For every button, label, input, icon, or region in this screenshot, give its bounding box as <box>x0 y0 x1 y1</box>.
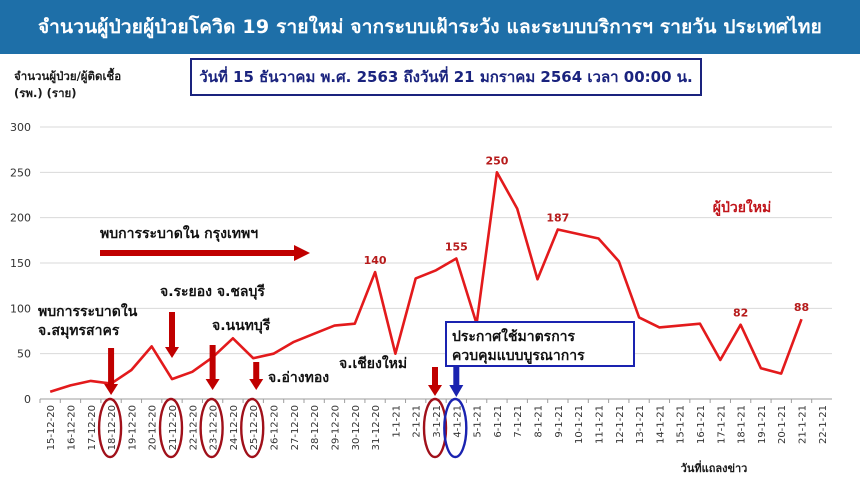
annotation-measures-line2: ควบคุมแบบบูรณาการ <box>452 348 585 364</box>
arrow-ang-thong-shaft <box>253 362 260 380</box>
arrow-chiang-mai-shaft <box>432 367 438 386</box>
circle-4-1-21 <box>443 397 468 459</box>
arrow-nonthaburi-shaft <box>209 345 216 380</box>
x-tick-label: 8-1-21 <box>534 405 545 438</box>
x-tick-label: 20-1-21 <box>777 405 788 444</box>
x-tick-label: 15-1-21 <box>676 405 687 444</box>
data-label: 140 <box>364 254 387 267</box>
x-tick-label: 19-1-21 <box>757 405 768 444</box>
x-tick-label: 22-1-21 <box>818 405 829 444</box>
measures-box <box>445 321 635 367</box>
x-tick-label: 12-1-21 <box>615 405 626 444</box>
header-bar: จำนวนผู้ป่วยผู้ป่วยโควิด 19 รายใหม่ จากร… <box>0 0 860 54</box>
arrow-bangkok-head <box>294 245 310 261</box>
annotation-measures-line1: ประกาศใช้มาตรการ <box>452 327 576 345</box>
series-label: ผู้ป่วยใหม่ <box>713 198 771 216</box>
annotation-samut-sakhon-line1: พบการระบาดใน <box>38 302 138 320</box>
y-axis-caption-line1: จำนวนผู้ป่วย/ผู้ติดเชื้อ <box>14 69 122 83</box>
y-tick-label: 0 <box>24 393 31 406</box>
x-tick-label: 15-12-20 <box>46 405 57 450</box>
x-tick-label: 27-12-20 <box>290 405 301 450</box>
x-tick-label: 18-1-21 <box>737 405 748 444</box>
x-tick-label: 28-12-20 <box>310 405 321 450</box>
circle-21-12-20 <box>158 397 184 459</box>
annotation-ang-thong: จ.อ่างทอง <box>268 370 329 386</box>
x-tick-label: 6-1-21 <box>493 405 504 438</box>
x-tick-label: 7-1-21 <box>513 405 524 438</box>
data-label: 155 <box>445 240 468 253</box>
data-label: 82 <box>733 307 748 320</box>
x-axis-title: วันที่แถลงข่าว <box>681 460 748 475</box>
data-label: 88 <box>794 301 809 314</box>
page-title: จำนวนผู้ป่วยผู้ป่วยโควิด 19 รายใหม่ จากร… <box>38 16 822 38</box>
y-tick-label: 250 <box>10 166 31 179</box>
arrow-chiang-mai-head <box>428 385 442 396</box>
x-tick-label: 26-12-20 <box>270 405 281 450</box>
arrow-rayong-head <box>165 347 179 358</box>
x-tick-label: 16-12-20 <box>66 405 77 450</box>
circle-25-12-20 <box>240 397 265 459</box>
data-label: 187 <box>546 211 569 224</box>
y-tick-label: 150 <box>10 257 31 270</box>
annotation-samut-sakhon-line2: จ.สมุทรสาคร <box>38 323 120 339</box>
arrow-measures-head <box>449 385 464 397</box>
x-tick-label: 2-1-21 <box>412 405 423 438</box>
x-tick-label: 4-1-21 <box>452 405 463 438</box>
circle-23-12-20 <box>199 397 224 459</box>
date-range-box: วันที่ 15 ธันวาคม พ.ศ. 2563 ถึงวันที่ 21… <box>190 58 702 96</box>
x-tick-label: 13-1-21 <box>635 405 646 444</box>
annotation-chiang-mai: จ.เชียงใหม่ <box>339 354 407 372</box>
arrow-measures-shaft <box>453 367 460 386</box>
arrow-rayong-shaft <box>169 312 175 348</box>
x-tick-label: 3-1-21 <box>432 405 443 438</box>
x-tick-label: 1-1-21 <box>391 405 402 438</box>
y-tick-label: 200 <box>10 212 31 225</box>
x-tick-label: 18-12-20 <box>107 405 118 450</box>
x-tick-label: 20-12-20 <box>148 405 159 450</box>
x-tick-label: 14-1-21 <box>655 405 666 444</box>
x-tick-label: 17-1-21 <box>716 405 727 444</box>
data-label: 250 <box>485 154 508 167</box>
y-tick-label: 100 <box>10 302 31 315</box>
x-tick-label: 16-1-21 <box>696 405 707 444</box>
arrow-nonthaburi-head <box>205 379 220 390</box>
x-tick-label: 11-1-21 <box>594 405 605 444</box>
arrow-bangkok-shaft <box>100 250 296 256</box>
annotation-bangkok: พบการระบาดใน กรุงเทพฯ <box>100 224 258 242</box>
x-tick-label: 29-12-20 <box>330 405 341 450</box>
x-tick-label: 24-12-20 <box>229 405 240 450</box>
x-tick-label: 5-1-21 <box>473 405 484 438</box>
x-tick-label: 21-12-20 <box>168 405 179 450</box>
x-tick-label: 31-12-20 <box>371 405 382 450</box>
x-tick-label: 19-12-20 <box>127 405 138 450</box>
y-tick-label: 50 <box>17 348 31 361</box>
arrow-samut-sakhon-shaft <box>108 348 115 385</box>
series-line <box>49 171 803 393</box>
arrow-samut-sakhon-head <box>104 384 119 395</box>
x-tick-label: 21-1-21 <box>798 405 809 444</box>
x-tick-label: 23-12-20 <box>209 405 220 450</box>
circle-3-1-21 <box>422 397 448 459</box>
y-axis-caption-line2: (รพ.) (ราย) <box>14 86 77 100</box>
annotation-nonthaburi: จ.นนทบุรี <box>212 318 271 334</box>
arrow-ang-thong-head <box>249 379 264 390</box>
x-tick-label: 25-12-20 <box>249 405 260 450</box>
x-tick-label: 30-12-20 <box>351 405 362 450</box>
y-axis-caption: จำนวนผู้ป่วย/ผู้ติดเชื้อ (รพ.) (ราย) <box>14 68 121 102</box>
y-tick-label: 300 <box>10 121 31 134</box>
annotation-rayong-chonburi: จ.ระยอง จ.ชลบุรี <box>160 284 265 300</box>
date-range-text: วันที่ 15 ธันวาคม พ.ศ. 2563 ถึงวันที่ 21… <box>199 68 693 86</box>
circle-18-12-20 <box>97 397 123 459</box>
x-tick-label: 10-1-21 <box>574 405 585 444</box>
x-tick-label: 9-1-21 <box>554 405 565 438</box>
x-tick-label: 17-12-20 <box>87 405 98 450</box>
x-tick-label: 22-12-20 <box>188 405 199 450</box>
